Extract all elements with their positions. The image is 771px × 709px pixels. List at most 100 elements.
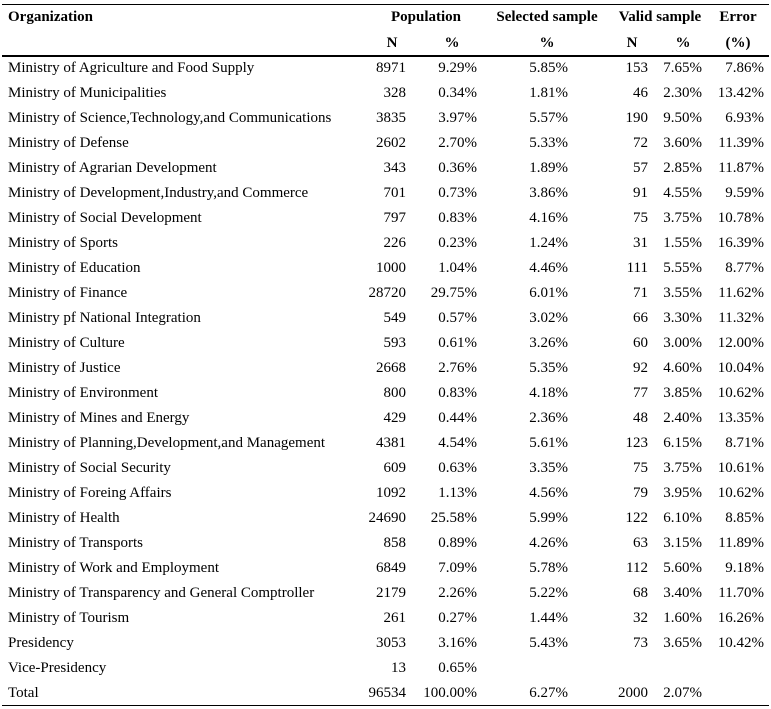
row-label: Ministry pf National Integration [8,310,201,326]
data-cell: 16.39% [717,235,764,251]
data-cell: 5.22% [529,585,568,601]
data-cell: 4.55% [663,185,702,201]
data-cell: 8971 [376,60,406,76]
data-cell: 6.10% [663,510,702,526]
data-cell: 11.62% [718,285,764,301]
data-cell: 11.32% [718,310,764,326]
data-cell: 4.56% [529,485,568,501]
data-cell: 8.85% [725,510,764,526]
data-cell: 858 [383,535,407,551]
data-cell: 92 [633,360,648,376]
data-cell: 75 [633,460,648,476]
data-cell: 9.29% [438,60,477,76]
data-cell: 5.99% [529,510,568,526]
data-cell: 5.85% [529,60,568,76]
subheader-cell: N [626,35,638,51]
data-cell: 429 [383,410,407,426]
data-cell: 2.85% [663,160,702,176]
data-cell: 3.16% [438,635,477,651]
subheader-cell: (%) [725,35,751,51]
row-label: Ministry of Culture [8,335,125,351]
data-cell: 2602 [376,135,406,151]
data-cell: 5.35% [529,360,568,376]
subheader-cell: N [386,35,398,51]
row-label: Total [8,685,39,701]
header-cell: Valid sample [618,9,702,25]
data-cell: 24690 [368,510,407,526]
row-label: Ministry of Education [8,260,141,276]
data-cell: 0.57% [438,310,477,326]
data-cell: 11.87% [718,160,764,176]
data-cell: 3.65% [663,635,702,651]
data-cell: 261 [383,610,407,626]
subheader-cell: % [675,35,691,51]
data-cell: 4.46% [529,260,568,276]
data-cell: 3835 [376,110,406,126]
data-cell: 1.44% [529,610,568,626]
data-cell: 0.83% [438,210,477,226]
data-cell: 2.26% [438,585,477,601]
row-label: Ministry of Health [8,510,120,526]
data-cell: 10.42% [717,635,764,651]
data-cell: 3.75% [663,210,702,226]
data-cell: 2.76% [438,360,477,376]
subheader-cell: % [539,35,555,51]
data-cell: 1.24% [529,235,568,251]
row-label: Ministry of Sports [8,235,119,251]
row-label: Ministry of Mines and Energy [8,410,190,426]
data-cell: 3.30% [663,310,702,326]
data-cell: 72 [633,135,648,151]
row-label: Ministry of Municipalities [8,85,167,101]
data-cell: 6.15% [663,435,702,451]
data-cell: 153 [625,60,649,76]
data-cell: 123 [625,435,649,451]
row-label: Ministry of Social Security [8,460,171,476]
data-cell: 1.81% [529,85,568,101]
data-cell: 96534 [368,685,407,701]
data-cell: 100.00% [423,685,477,701]
data-cell: 68 [633,585,648,601]
data-cell: 328 [383,85,407,101]
data-cell: 4.16% [529,210,568,226]
data-cell: 5.43% [529,635,568,651]
data-cell: 3.97% [438,110,477,126]
header-rule [2,55,769,57]
data-cell: 2.40% [663,410,702,426]
data-cell: 1.13% [438,485,477,501]
row-label: Ministry of Development,Industry,and Com… [8,185,309,201]
data-cell: 8.71% [725,435,764,451]
data-cell: 46 [633,85,648,101]
data-cell: 112 [626,560,648,576]
data-cell: 5.55% [663,260,702,276]
data-cell: 32 [633,610,648,626]
data-cell: 13.42% [717,85,764,101]
header-cell: Error [719,9,757,25]
data-cell: 4.18% [529,385,568,401]
data-cell: 4.54% [438,435,477,451]
data-cell: 1.04% [438,260,477,276]
data-cell: 6.27% [529,685,568,701]
data-cell: 9.59% [725,185,764,201]
data-cell: 77 [633,385,648,401]
data-cell: 11.89% [718,535,764,551]
data-cell: 0.73% [438,185,477,201]
data-cell: 10.78% [717,210,764,226]
data-cell: 11.39% [718,135,764,151]
data-cell: 1092 [376,485,406,501]
data-cell: 3.15% [663,535,702,551]
data-cell: 1.55% [663,235,702,251]
data-cell: 60 [633,335,648,351]
data-cell: 10.61% [717,460,764,476]
data-cell: 3.95% [663,485,702,501]
subheader-cell: % [444,35,460,51]
data-cell: 1000 [376,260,406,276]
data-cell: 0.65% [438,660,477,676]
data-cell: 0.63% [438,460,477,476]
data-cell: 12.00% [717,335,764,351]
data-cell: 7.86% [725,60,764,76]
data-cell: 6.01% [529,285,568,301]
row-label: Ministry of Environment [8,385,158,401]
data-cell: 11.70% [718,585,764,601]
data-cell: 9.50% [663,110,702,126]
data-cell: 549 [383,310,407,326]
